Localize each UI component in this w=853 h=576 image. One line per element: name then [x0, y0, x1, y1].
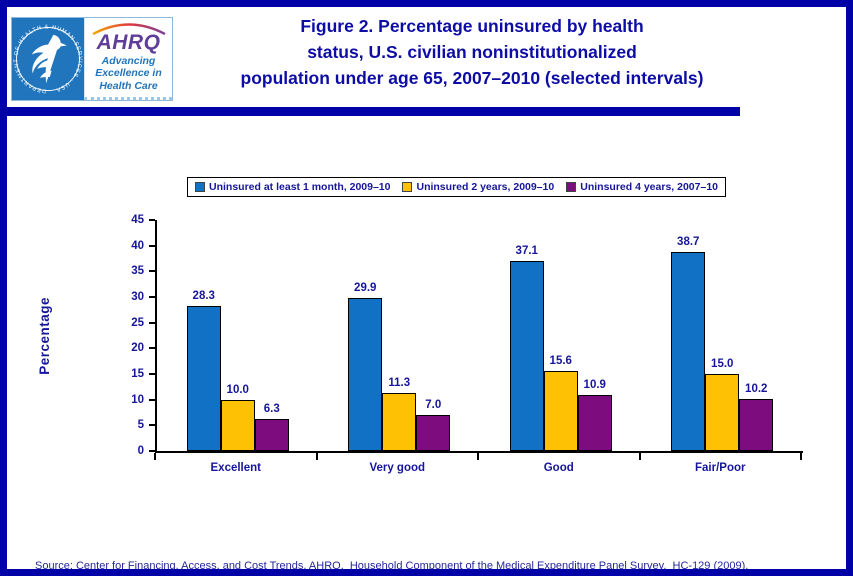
legend-label: Uninsured 4 years, 2007–10: [580, 181, 719, 193]
ahrq-rainbow-arc-icon: [91, 23, 166, 35]
y-tick-mark: [149, 244, 155, 247]
y-tick-mark: [149, 450, 155, 452]
ahrq-tagline-line: Health Care: [99, 79, 158, 92]
category-label: Good: [543, 462, 574, 474]
y-tick-mark: [149, 373, 155, 376]
x-tick-mark: [638, 453, 641, 460]
bar: 10.9: [577, 379, 612, 451]
bar-value-label: 10.9: [583, 379, 606, 392]
bar-value-label: 7.0: [425, 399, 442, 412]
bar: 15.0: [705, 358, 740, 451]
y-tick-mark: [149, 270, 155, 273]
y-tick-mark: [149, 347, 155, 350]
y-tick-mark: [149, 424, 155, 427]
figure-title-line: Figure 2. Percentage uninsured by health: [300, 16, 644, 36]
category-label: Excellent: [210, 462, 262, 474]
y-tick-label: 0: [137, 445, 144, 457]
bar-value-label: 15.0: [711, 358, 734, 371]
y-tick-label: 25: [131, 316, 144, 329]
bar: 28.3: [186, 290, 221, 451]
bar: 7.0: [416, 399, 451, 451]
bar-group: 29.9 11.3 7.0: [319, 220, 481, 451]
y-axis-title: Percentage: [37, 220, 52, 451]
ahrq-acronym: AHRQ: [96, 30, 161, 54]
x-tick-mark: [477, 453, 479, 460]
legend-item: Uninsured 2 years, 2009–10: [402, 181, 554, 193]
legend-swatch-icon: [402, 182, 413, 192]
bar-value-label: 37.1: [515, 244, 538, 257]
ahrq-tagline-line: Advancing: [101, 54, 156, 67]
bar-value-label: 6.3: [263, 402, 280, 415]
bar-value-label: 29.9: [354, 281, 377, 294]
y-tick-mark: [149, 296, 155, 299]
x-tick-mark: [800, 453, 802, 460]
x-tick-mark: [315, 453, 318, 460]
legend-item: Uninsured at least 1 month, 2009–10: [195, 181, 390, 193]
bar-value-label: 15.6: [549, 354, 572, 367]
bar-group: 28.3 10.0 6.3: [157, 220, 319, 451]
y-tick-mark: [149, 321, 155, 324]
y-tick-mark: [149, 398, 155, 401]
legend-item: Uninsured 4 years, 2007–10: [566, 181, 718, 193]
ahrq-logo-panel: AHRQ Advancing Excellence in Health Care: [84, 18, 172, 100]
category-label: Very good: [369, 462, 426, 474]
bar: 29.9: [348, 282, 383, 451]
y-tick-label: 5: [137, 419, 144, 432]
y-axis-title-text: Percentage: [37, 296, 52, 375]
bar-value-label: 10.2: [745, 382, 768, 395]
y-axis-ticks: 0 5 10 15 20 25 30 35 40 45: [107, 214, 155, 457]
y-tick-label: 10: [131, 393, 144, 406]
bar-group: 38.7 15.0 10.2: [642, 220, 804, 451]
chart-legend: Uninsured at least 1 month, 2009–10 Unins…: [187, 177, 727, 197]
ahrq-tagline-line: Excellence in: [95, 67, 162, 80]
bar-group: 37.1 15.6 10.9: [480, 220, 642, 451]
bar: 6.3: [254, 403, 289, 451]
source-note-line: Source: Center for Financing, Access, an…: [35, 560, 749, 572]
ahrq-tagline: Advancing Excellence in Health Care: [95, 55, 162, 92]
hhs-eagle-icon: DEPARTMENT OF HEALTH & HUMAN SERVICES · …: [13, 24, 81, 93]
figure-title: Figure 2. Percentage uninsured by health…: [172, 13, 772, 91]
bar: 38.7: [671, 236, 706, 451]
bar-value-label: 38.7: [677, 236, 700, 249]
x-axis-category-labels: Excellent Very good Good Fair/Poor: [155, 462, 801, 474]
bar: 10.2: [739, 383, 774, 451]
y-tick-label: 30: [131, 291, 144, 304]
bar-value-label: 28.3: [192, 289, 215, 302]
legend-label: Uninsured at least 1 month, 2009–10: [209, 181, 391, 193]
x-tick-mark: [154, 453, 156, 460]
y-tick-label: 20: [131, 342, 144, 355]
hhs-seal: DEPARTMENT OF HEALTH & HUMAN SERVICES · …: [12, 18, 84, 100]
category-label: Fair/Poor: [695, 462, 746, 474]
y-tick-mark: [149, 219, 155, 221]
plot-area: 28.3 10.0 6.3 29.9 11.3 7.0 37.1 15.6 10.9 38.7 15…: [155, 220, 803, 453]
bar: 37.1: [509, 245, 544, 451]
y-tick-label: 35: [131, 265, 144, 278]
bar-value-label: 11.3: [388, 377, 411, 389]
bar: 10.0: [220, 384, 255, 451]
figure-title-line: population under age 65, 2007–2010 (sele…: [240, 68, 704, 88]
legend-swatch-icon: [195, 182, 205, 192]
y-tick-label: 15: [131, 368, 144, 381]
header-divider-bar: [7, 107, 740, 116]
bar: 11.3: [382, 377, 417, 451]
legend-swatch-icon: [566, 182, 577, 192]
bar: 15.6: [543, 355, 578, 451]
legend-label: Uninsured 2 years, 2009–10: [416, 181, 555, 193]
bar-value-label: 10.0: [226, 383, 249, 396]
y-tick-label: 40: [131, 239, 144, 252]
x-axis-ticks: [154, 453, 802, 460]
figure-title-line: status, U.S. civilian noninstitutionaliz…: [307, 42, 637, 62]
ahrq-hhs-logo: DEPARTMENT OF HEALTH & HUMAN SERVICES · …: [11, 17, 173, 101]
y-tick-label: 45: [131, 214, 144, 226]
source-note: Source: Center for Financing, Access, an…: [35, 531, 835, 572]
